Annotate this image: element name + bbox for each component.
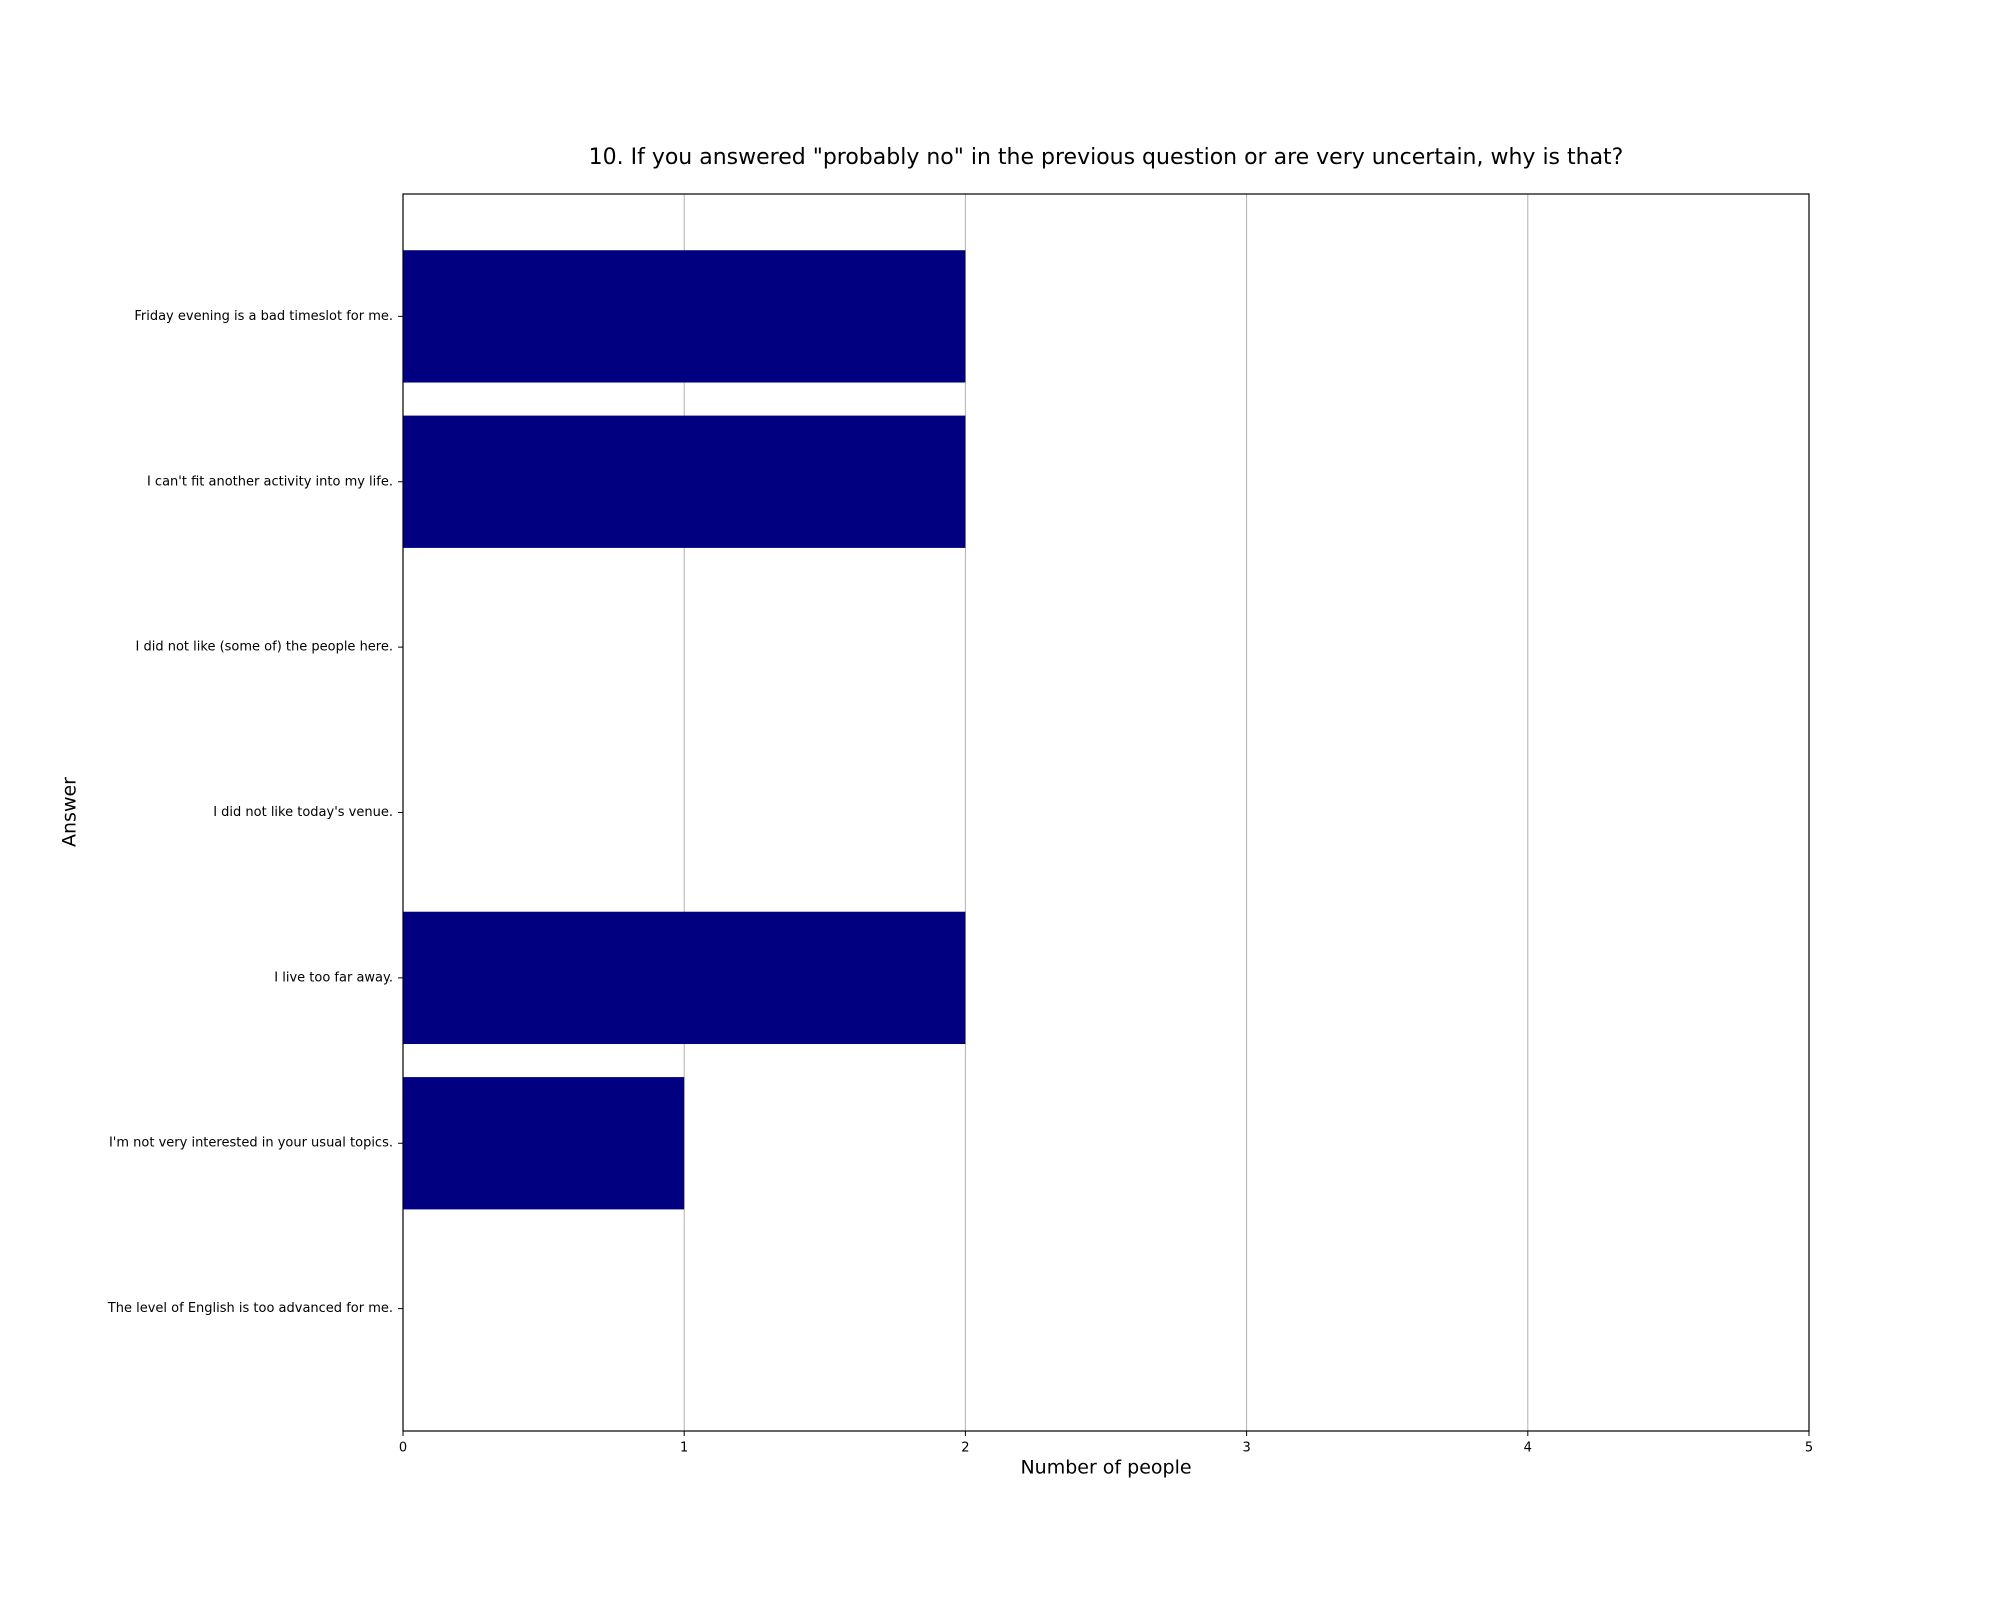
bar [403, 250, 966, 383]
chart-title: 10. If you answered "probably no" in the… [589, 145, 1624, 170]
y-tick-label: I did not like (some of) the people here… [136, 640, 393, 655]
bar [403, 415, 966, 548]
x-tick-label: 3 [1242, 1441, 1250, 1456]
y-tick-label: I'm not very interested in your usual to… [109, 1136, 393, 1151]
plot-frame [402, 193, 1810, 1432]
y-tick-label: The level of English is too advanced for… [107, 1301, 393, 1316]
x-tick-label: 5 [1805, 1441, 1813, 1456]
x-tick-label: 4 [1524, 1441, 1532, 1456]
x-tick-label: 0 [399, 1441, 407, 1456]
y-tick-label: I did not like today's venue. [213, 805, 393, 820]
x-axis-label: Number of people [1020, 1457, 1191, 1479]
x-tick-label: 1 [680, 1441, 688, 1456]
bar [403, 1077, 685, 1210]
x-tick-label: 2 [961, 1441, 969, 1456]
y-axis-label: Answer [59, 777, 81, 847]
y-tick-label: I live too far away. [274, 970, 393, 985]
y-tick-label: Friday evening is a bad timeslot for me. [134, 309, 393, 324]
y-tick-label: I can't fit another activity into my lif… [147, 474, 393, 489]
bar [403, 911, 966, 1045]
